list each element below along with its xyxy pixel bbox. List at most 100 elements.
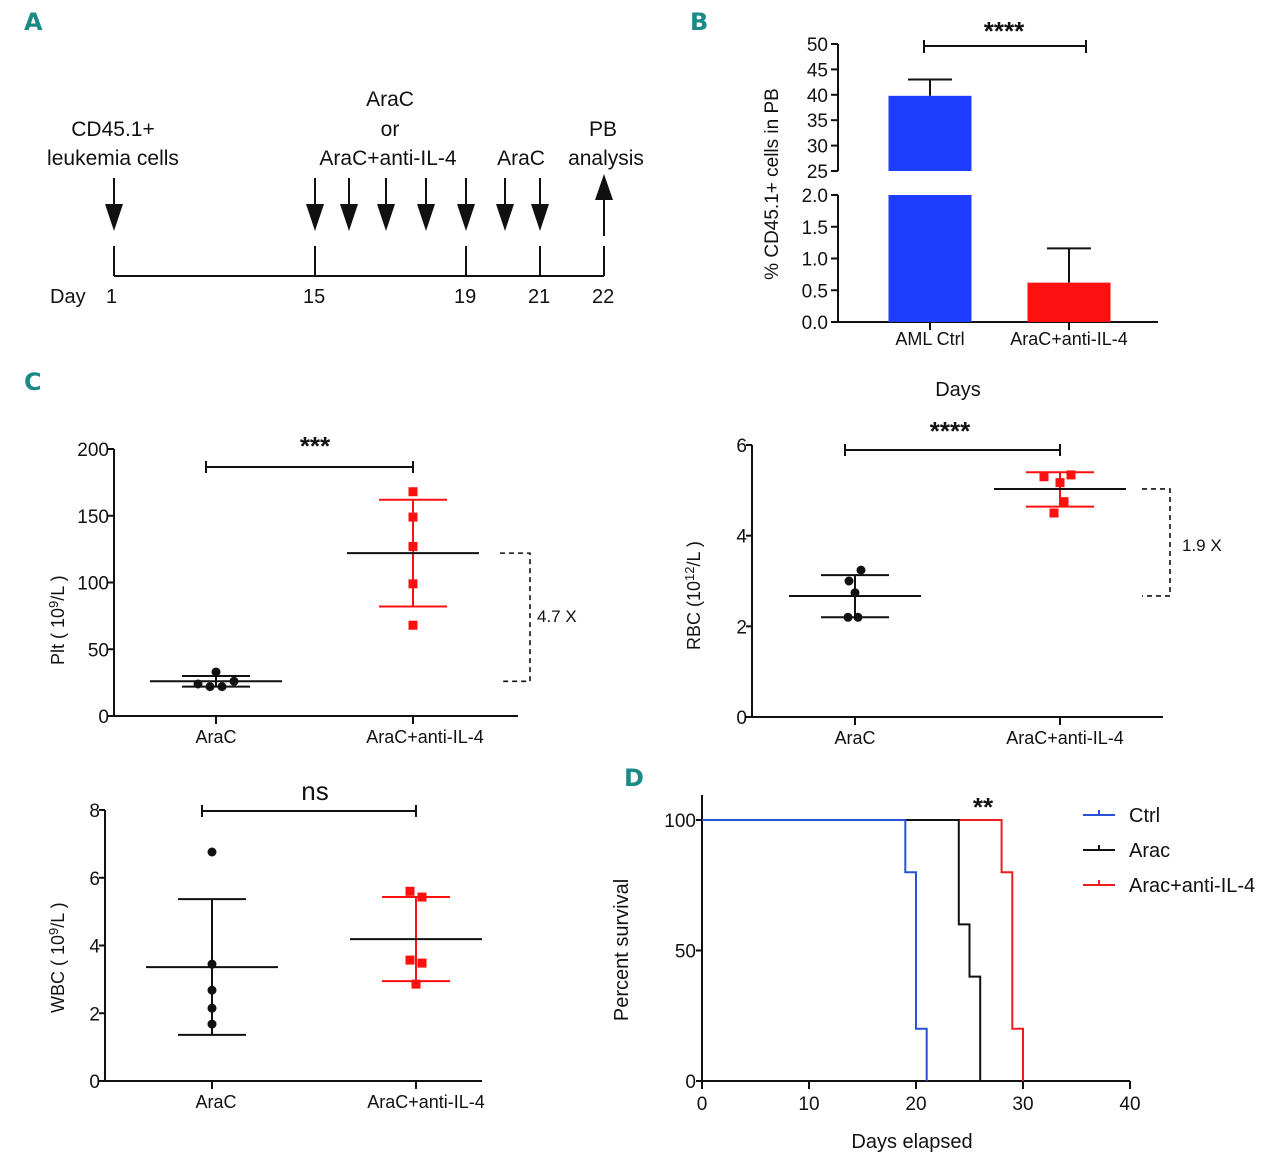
chart-d-ytick-label: 50: [675, 942, 696, 963]
chart-d-survival: Percent survival Days elapsed ** 0 10 20 30…: [611, 792, 1255, 1153]
label-treatment-line2: or: [381, 118, 400, 141]
arrow-down-icon: [417, 204, 435, 231]
chart-wbc-point-araC: [207, 1003, 217, 1013]
label-treatment-line1: AraC: [366, 88, 414, 111]
arrow-down-icon: [457, 204, 475, 231]
chart-b-ytick-label: 2.0: [802, 186, 828, 207]
chart-rbc-point-araC: [844, 576, 854, 586]
label-arac: AraC: [497, 147, 545, 170]
chart-wbc-point-araC-anti-il4: [405, 955, 415, 965]
label-treatment-line3: AraC+anti-IL-4: [319, 147, 456, 170]
chart-rbc-ytick-label: 2: [736, 617, 747, 638]
chart-wbc-ytick-label: 4: [89, 937, 100, 958]
chart-wbc-point-araC-anti-il4: [405, 886, 415, 896]
chart-d-series-arac-anti-il-4: [702, 819, 1024, 1081]
chart-d-xtick-label: 40: [1119, 1094, 1140, 1115]
chart-b-ytick-label: 0.5: [802, 281, 828, 302]
chart-b-bar: [1027, 282, 1111, 322]
chart-plt-point-araC: [193, 679, 203, 689]
chart-wbc-xtick-0: AraC: [195, 1092, 236, 1112]
chart-b-ytick-label: 25: [807, 162, 828, 183]
label-pb-line2: analysis: [568, 147, 644, 170]
chart-wbc-point-araC-anti-il4: [417, 958, 427, 968]
chart-c-rbc: RBC (1012/L ) AraC AraC+anti-IL-4 **** 1…: [682, 416, 1222, 748]
chart-rbc-fold-bracket: [1142, 488, 1171, 597]
chart-b-significance: ****: [984, 16, 1025, 46]
chart-c-wbc: WBC ( 109/L ) AraC AraC+anti-IL-4 ns 0 2 4…: [46, 776, 485, 1112]
timeline-diagram: Day 1 15 19 21 22 CD45.1+ leukemia cells…: [47, 88, 644, 308]
chart-plt-ylabel: Plt ( 109/L ): [46, 575, 68, 665]
chart-d-ytick-label: 100: [664, 811, 696, 832]
timeline-day-21: 21: [528, 286, 550, 308]
chart-plt-xtick-0: AraC: [195, 727, 236, 747]
chart-d-legend-label: Arac+anti-IL-4: [1129, 875, 1255, 897]
chart-wbc-xtick-1: AraC+anti-IL-4: [367, 1092, 485, 1112]
chart-rbc-xtick-0: AraC: [834, 728, 875, 748]
chart-plt-ytick-label: 200: [77, 440, 109, 461]
chart-rbc-fold-change: 1.9 X: [1182, 536, 1222, 555]
arrow-down-icon: [105, 204, 123, 231]
chart-c-plt: Plt ( 109/L ) AraC AraC+anti-IL-4 *** 4.…: [46, 431, 577, 747]
timeline-day-label: Day: [50, 286, 86, 308]
chart-plt-point-araC: [211, 667, 221, 677]
chart-b-bar: % CD45.1+ cells in PB Days AML Ctrl AraC…: [762, 16, 1158, 401]
chart-plt-ytick-label: 150: [77, 507, 109, 528]
chart-rbc-ytick-label: 4: [736, 527, 747, 548]
chart-wbc-point-araC-anti-il4: [417, 892, 427, 902]
chart-b-ytick-label: 40: [807, 86, 828, 107]
chart-plt-significance: ***: [300, 431, 331, 461]
chart-wbc-point-araC: [207, 985, 217, 995]
chart-rbc-ylabel: RBC (1012/L ): [682, 541, 704, 650]
panel-letter-d: D: [624, 764, 644, 792]
chart-rbc-point-araC: [853, 612, 863, 622]
chart-plt-xtick-1: AraC+anti-IL-4: [366, 727, 484, 747]
chart-d-ytick-label: 0: [685, 1072, 696, 1093]
chart-rbc-point-araC: [850, 588, 860, 598]
chart-plt-ytick-label: 100: [77, 574, 109, 595]
chart-plt-point-araC: [205, 682, 215, 692]
chart-b-ytick-label: 45: [807, 60, 828, 81]
chart-wbc-point-araC: [207, 959, 217, 969]
chart-d-significance: **: [973, 792, 994, 822]
chart-wbc-ylabel: WBC ( 109/L ): [46, 902, 68, 1013]
label-leukemia-line2: leukemia cells: [47, 147, 179, 170]
chart-plt-point-araC-anti-il4: [408, 579, 418, 589]
chart-rbc-point-araC-anti-il4: [1055, 478, 1065, 488]
chart-b-ytick-label: 35: [807, 111, 828, 132]
chart-rbc-point-araC-anti-il4: [1066, 470, 1076, 480]
chart-plt-fold-change: 4.7 X: [537, 607, 577, 626]
chart-rbc-ytick-label: 0: [736, 708, 747, 729]
timeline-day-1: 1: [106, 286, 117, 308]
chart-d-xtick-label: 10: [798, 1094, 819, 1115]
chart-wbc-ytick-label: 2: [89, 1004, 100, 1025]
chart-rbc-point-araC: [843, 612, 853, 622]
chart-rbc-xtick-1: AraC+anti-IL-4: [1006, 728, 1124, 748]
chart-wbc-ytick-label: 6: [89, 869, 100, 890]
chart-plt-point-araC: [229, 676, 239, 686]
arrow-down-icon: [306, 204, 324, 231]
chart-rbc-point-araC-anti-il4: [1059, 497, 1069, 507]
chart-rbc-significance: ****: [930, 416, 971, 446]
chart-plt-point-araC-anti-il4: [408, 487, 418, 497]
chart-plt-ytick-label: 50: [88, 640, 109, 661]
panel-letter-b: B: [690, 8, 708, 36]
label-leukemia-line1: CD45.1+: [71, 118, 154, 141]
chart-wbc-point-araC: [207, 847, 217, 857]
chart-d-legend-label: Ctrl: [1129, 805, 1160, 827]
chart-b-bar-lower: [888, 195, 972, 322]
chart-b-ytick-label: 1.0: [802, 250, 828, 271]
chart-d-xtick-label: 0: [697, 1094, 708, 1115]
chart-b-ytick-label: 50: [807, 35, 828, 56]
chart-rbc-point-araC-anti-il4: [1039, 472, 1049, 482]
chart-wbc-ytick-label: 8: [89, 801, 100, 822]
chart-plt-point-araC: [217, 682, 227, 692]
chart-d-xtick-label: 20: [905, 1094, 926, 1115]
panel-letter-c: C: [24, 368, 42, 396]
chart-rbc-point-araC-anti-il4: [1049, 508, 1059, 518]
chart-plt-ytick-label: 0: [98, 707, 109, 728]
arrow-down-icon: [340, 204, 358, 231]
chart-b-xtick-1: AraC+anti-IL-4: [1010, 329, 1128, 349]
chart-plt-point-araC-anti-il4: [408, 541, 418, 551]
chart-wbc-point-araC-anti-il4: [411, 979, 421, 989]
